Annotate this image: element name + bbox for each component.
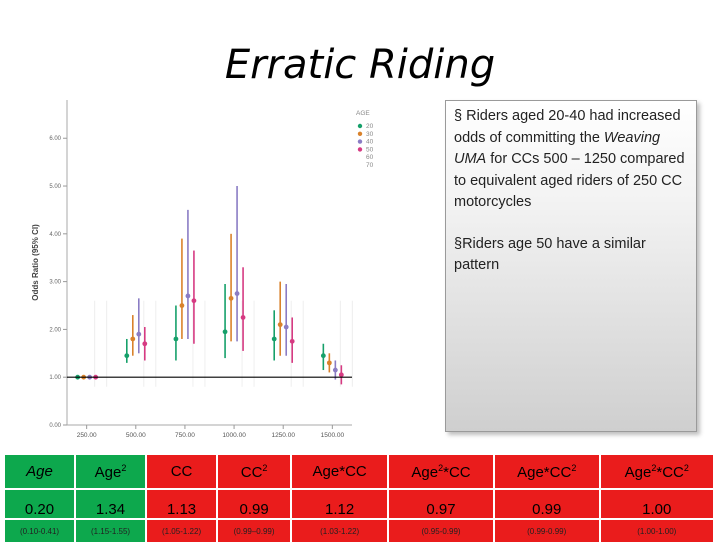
- legend-label-60: 60: [366, 154, 374, 161]
- bullet-riders-20-40: § Riders aged 20-40 had increased odds o…: [454, 108, 685, 210]
- value-cell: 1.34: [75, 489, 147, 519]
- point-age-30: [228, 295, 234, 301]
- header-cell: Age2: [75, 454, 147, 489]
- point-age-50: [289, 338, 295, 344]
- x-tick-label: 750.00: [175, 432, 195, 439]
- point-age-20: [320, 353, 326, 359]
- value-cell: 0.99: [217, 489, 292, 519]
- bullet-riders-50: §Riders age 50 have a similar pattern: [454, 235, 646, 274]
- ci-cell: (0.10-0.41): [4, 519, 76, 543]
- header-row: Age Age2 CC CC2 Age*CC Age2*CC Age*CC2 Age2*CC2: [4, 454, 714, 489]
- findings-callout: § Riders aged 20-40 had increased odds o…: [445, 100, 697, 432]
- x-tick-label: 1250.00: [271, 432, 295, 439]
- value-cell: 0.97: [388, 489, 494, 519]
- legend-label-40: 40: [366, 139, 374, 146]
- value-cell: 0.99: [493, 489, 600, 519]
- ci-row: (0.10-0.41) (1.15-1.55) (1.05-1.22) (0.99–0…: [4, 519, 714, 543]
- y-axis-label: Odds Ratio (95% CI): [31, 224, 40, 301]
- y-tick-label: 1.00: [49, 375, 61, 381]
- point-age-40: [136, 331, 142, 337]
- point-age-30: [179, 303, 185, 308]
- point-age-50: [142, 341, 148, 347]
- legend-marker-30: [357, 131, 363, 136]
- header-cell: Age2*CC2: [599, 454, 714, 489]
- value-cell: 1.13: [146, 489, 218, 519]
- point-age-50: [338, 372, 344, 378]
- legend-marker-50: [357, 147, 363, 152]
- ci-cell: (1.03-1.22): [291, 519, 389, 543]
- header-cell: Age*CC2: [493, 454, 600, 489]
- value-row: 0.20 1.34 1.13 0.99 1.12 0.97 0.99 1.00: [4, 489, 714, 519]
- point-age-30: [326, 360, 332, 366]
- legend-label-70: 70: [366, 162, 374, 169]
- odds-ratio-chart: 0.00 1.00 2.00 3.00 4.00 5.00 6.00 250.00 500.00…: [31, 100, 374, 439]
- point-age-50: [240, 315, 246, 320]
- x-tick-label: 1000.00: [222, 432, 246, 439]
- ci-cell: (1.15-1.55): [75, 519, 147, 543]
- y-tick-label: 2.00: [49, 327, 61, 333]
- value-cell: 1.00: [599, 489, 714, 519]
- header-cell: CC: [146, 454, 218, 489]
- header-cell: Age*CC: [291, 454, 389, 489]
- ci-cell: (0.99-0.99): [493, 519, 600, 543]
- coefficient-table: Age Age2 CC CC2 Age*CC Age2*CC Age*CC2 Age2*CC2…: [4, 454, 714, 543]
- point-age-30: [130, 336, 136, 342]
- legend-label-20: 20: [366, 123, 374, 130]
- ci-cell: (1.00-1.00): [599, 519, 714, 543]
- point-age-20: [124, 353, 130, 359]
- value-cell: 1.12: [291, 489, 389, 519]
- y-tick-label: 5.00: [49, 184, 61, 190]
- value-cell: 0.20: [4, 489, 76, 519]
- point-age-40: [283, 324, 289, 330]
- legend-label-50: 50: [366, 146, 374, 153]
- x-tick-label: 1500.00: [321, 432, 345, 439]
- legend-marker-20: [357, 123, 363, 129]
- y-tick-label: 4.00: [49, 232, 61, 238]
- point-age-20: [173, 336, 179, 342]
- legend-marker-40: [357, 139, 363, 144]
- header-cell: Age2*CC: [388, 454, 494, 489]
- ci-cell: (0.95-0.99): [388, 519, 494, 543]
- point-age-40: [332, 367, 338, 373]
- ci-cell: (1.05-1.22): [146, 519, 218, 543]
- point-age-40: [185, 293, 191, 299]
- slide-title: Erratic Riding: [224, 42, 496, 88]
- x-tick-label: 250.00: [77, 432, 97, 439]
- y-tick-label: 0.00: [49, 423, 61, 429]
- header-cell: CC2: [217, 454, 292, 489]
- ci-cell: (0.99–0.99): [217, 519, 292, 543]
- point-age-20: [271, 336, 277, 342]
- header-cell: Age: [4, 454, 76, 489]
- legend-title: AGE: [356, 110, 370, 117]
- y-tick-label: 3.00: [49, 280, 61, 286]
- y-tick-label: 6.00: [49, 136, 61, 142]
- legend-label-30: 30: [366, 131, 374, 138]
- point-age-20: [222, 329, 228, 335]
- point-age-40: [234, 291, 240, 296]
- point-age-50: [191, 298, 197, 304]
- point-age-30: [277, 322, 283, 328]
- x-tick-label: 500.00: [126, 432, 146, 439]
